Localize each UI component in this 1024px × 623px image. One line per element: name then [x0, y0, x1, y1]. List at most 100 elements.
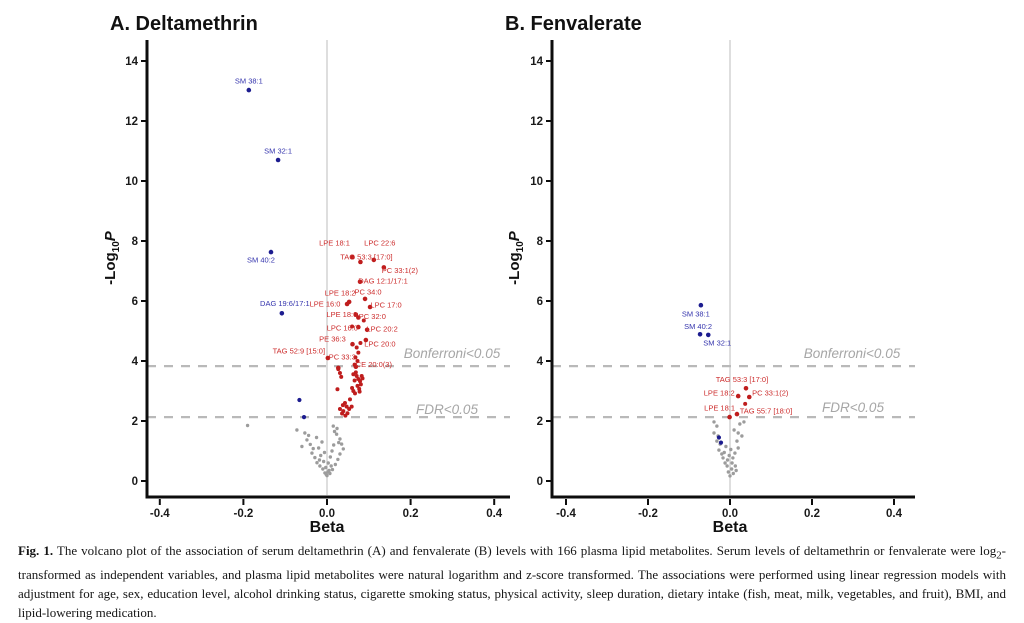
data-point-blue [301, 415, 307, 420]
data-point-label: DAG 19:6/17:1 [260, 299, 310, 308]
data-point-red [349, 404, 354, 409]
data-point-label: PC 33:3 [329, 352, 356, 361]
data-point-gray [321, 459, 326, 464]
data-point-gray [326, 470, 330, 474]
labeled-data-point-red [371, 257, 377, 263]
data-point-label: LPE 18:1 [319, 239, 350, 248]
data-point-gray [733, 464, 738, 468]
data-point-label: LPC 20:2 [366, 324, 397, 333]
data-point-gray [727, 453, 731, 458]
data-point-label: LPE 16:0 [310, 300, 341, 309]
y-tick-label: 14 [125, 56, 138, 68]
data-point-red [335, 387, 340, 392]
x-tick-label: 0.0 [319, 508, 335, 520]
data-point-gray [712, 431, 716, 435]
data-point-gray [742, 420, 746, 424]
data-point-gray [318, 464, 322, 468]
data-point-gray [724, 444, 728, 449]
data-point-gray [295, 428, 299, 432]
data-point-label: LPC 16:0 [327, 324, 358, 333]
data-point-label: PE 36:3 [319, 335, 346, 344]
data-point-label: LPE 18:2 [704, 389, 735, 398]
x-tick-label: 0.2 [403, 508, 419, 520]
data-point-red [344, 404, 349, 409]
labeled-data-point-red [735, 393, 741, 399]
labeled-data-point-blue [275, 157, 281, 163]
y-tick-label: 0 [537, 476, 543, 488]
data-point-gray [314, 435, 319, 440]
data-point-gray [319, 453, 323, 458]
x-tick-label: -0.2 [638, 508, 658, 520]
y-tick-label: 8 [537, 236, 544, 248]
data-point-gray [320, 440, 324, 444]
data-point-red [340, 411, 345, 416]
threshold-label: FDR<0.05 [822, 400, 884, 415]
data-point-gray [720, 452, 724, 456]
labeled-data-point-red [362, 296, 368, 302]
y-tick-label: 10 [530, 176, 543, 188]
y-tick-label: 4 [537, 356, 544, 368]
data-point-gray [337, 440, 341, 445]
panel-b-title: B. Fenvalerate [505, 13, 642, 35]
labeled-data-point-red [353, 364, 359, 370]
data-point-gray [313, 455, 317, 460]
data-point-gray [311, 446, 315, 451]
data-point-gray [729, 467, 734, 471]
figure-caption-subscript: 2 [996, 549, 1002, 562]
data-point-gray [321, 467, 325, 471]
y-tick-label: 6 [132, 296, 138, 308]
data-point-label: TAG 55:7 [18:0] [740, 407, 792, 416]
labeled-data-point-red [356, 324, 361, 330]
labeled-data-point-red [734, 411, 740, 417]
data-point-label: LPC 20:0 [364, 340, 395, 349]
data-point-gray [740, 434, 744, 438]
labeled-data-point-blue [268, 249, 274, 255]
data-point-gray [721, 456, 725, 460]
data-point-label: TAG 52:9 [15:0] [273, 347, 325, 356]
panel-a-x-axis-label: Beta [309, 519, 345, 536]
data-point-gray [305, 438, 309, 442]
y-tick-label: 6 [537, 296, 543, 308]
data-point-gray [245, 423, 250, 428]
labeled-data-point-red [367, 304, 373, 310]
data-point-gray [715, 424, 719, 428]
labeled-data-point-red [363, 337, 369, 343]
data-point-gray [335, 426, 339, 431]
data-point-label: LPE 18:0 [326, 310, 357, 319]
y-tick-label: 12 [125, 116, 138, 128]
data-point-label: PC 33:1(2) [752, 389, 789, 398]
data-point-gray [712, 420, 716, 424]
x-tick-label: -0.2 [233, 508, 253, 520]
data-point-red [340, 403, 345, 408]
labeled-data-point-blue [697, 332, 703, 337]
data-point-gray [328, 455, 333, 459]
x-tick-label: 0.4 [886, 508, 903, 520]
data-point-gray [339, 442, 344, 446]
y-tick-label: 10 [125, 176, 138, 188]
data-point-red [358, 379, 363, 384]
data-point-label: SM 40:2 [684, 322, 712, 331]
data-point-red [361, 318, 366, 323]
data-point-red [353, 370, 358, 375]
data-point-gray [332, 429, 337, 434]
data-point-gray [736, 446, 740, 450]
data-point-red [357, 389, 362, 394]
data-point-gray [310, 451, 314, 455]
y-tick-label: 2 [537, 416, 543, 428]
threshold-label: FDR<0.05 [416, 402, 478, 417]
x-tick-label: -0.4 [556, 508, 576, 520]
data-point-gray [322, 450, 327, 455]
data-point-red [360, 376, 365, 381]
data-point-gray [315, 461, 319, 465]
data-point-red [358, 382, 363, 387]
data-point-gray [726, 470, 731, 474]
data-point-label: SM 32:1 [264, 147, 292, 156]
data-point-label: DAG 12:1/17:1 [358, 276, 408, 285]
panel-a-title: A. Deltamethrin [110, 13, 258, 35]
data-point-label: LPE 18:1 [704, 404, 735, 413]
figure-caption-label: Fig. 1. [18, 543, 54, 558]
labeled-data-point-red [358, 259, 363, 265]
data-point-red [352, 378, 357, 383]
data-point-blue [716, 435, 722, 440]
data-point-red [337, 407, 342, 411]
